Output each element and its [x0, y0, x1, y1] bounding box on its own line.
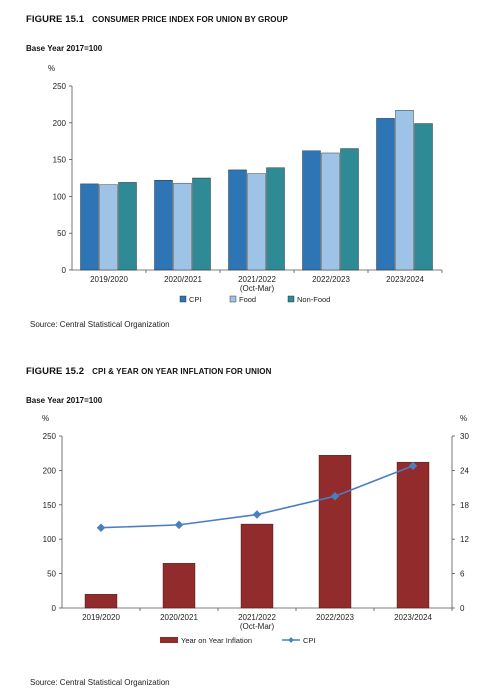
figure-2-base-year: Base Year 2017=100	[26, 396, 103, 405]
bar-food-0	[99, 184, 118, 271]
y-tick-label-100: 100	[53, 192, 67, 201]
figure-2-chart: % % 0 50 100 150 200 250 0 6 12 18 24 30 2019/2020 20…	[42, 414, 469, 645]
figure-1-base-year: Base Year 2017=100	[26, 44, 103, 53]
bar-non-food-1	[192, 177, 211, 271]
bar-food-3	[321, 152, 340, 271]
figure-1-chart: % 0 50 100 150 200 250 2019/2020 2020/2021 2021/…	[48, 64, 443, 304]
bar-food-2	[247, 173, 266, 271]
y-left-tick-label-100: 100	[43, 535, 57, 544]
figure-2-number: FIGURE 15.2	[26, 366, 85, 377]
y-right-tick-label-12: 12	[460, 535, 469, 544]
legend-swatch-non-food	[287, 295, 295, 303]
bar-non-food-3	[340, 148, 359, 271]
bar-food-1	[173, 182, 192, 271]
legend-swatch-cpi	[179, 295, 187, 303]
y-right-tick-label-18: 18	[460, 501, 469, 510]
x-tick-label-2: 2021/2022 (Oct-Mar)	[238, 613, 276, 631]
figure-1-source: Source: Central Statistical Organization	[30, 320, 170, 329]
y-tick-label-250: 250	[53, 82, 67, 91]
legend-label-cpi: CPI	[303, 636, 316, 645]
figure-1-title-text: CONSUMER PRICE INDEX FOR UNION BY GROUP	[92, 15, 288, 24]
legend-label-year-on-year-inflation: Year on Year Inflation	[181, 636, 252, 645]
point-cpi-2	[252, 510, 262, 519]
figure-2-source: Source: Central Statistical Organization	[30, 678, 170, 687]
bar-year-on-year-inflation-1	[162, 563, 196, 609]
bar-year-on-year-inflation-3	[318, 455, 352, 609]
bar-cpi-2	[228, 169, 247, 271]
point-cpi-4	[408, 461, 418, 471]
point-cpi-0	[96, 523, 106, 532]
figure-2-y-unit-left: %	[42, 414, 49, 423]
figure-1-number: FIGURE 15.1	[26, 14, 85, 25]
figure-1-title: FIGURE 15.1 CONSUMER PRICE INDEX FOR UNIO…	[26, 14, 288, 25]
bar-year-on-year-inflation-2	[240, 523, 274, 609]
figure-2-title: FIGURE 15.2 CPI & YEAR ON YEAR INFLATION …	[26, 366, 272, 377]
y-left-tick-label-50: 50	[47, 570, 56, 579]
y-right-tick-label-6: 6	[460, 570, 465, 579]
x-tick-label-3: 2022/2023	[316, 613, 354, 622]
y-tick-label-200: 200	[53, 119, 67, 128]
bar-cpi-0	[80, 183, 99, 271]
x-tick-label-4: 2023/2024	[386, 275, 424, 284]
y-right-tick-label-24: 24	[460, 466, 469, 475]
figure-1-y-unit: %	[48, 64, 55, 73]
x-tick-label-2: 2021/2022 (Oct-Mar)	[238, 275, 276, 293]
x-tick-label-1: 2020/2021	[164, 275, 202, 284]
legend-label-food: Food	[239, 295, 256, 304]
bar-cpi-4	[376, 118, 395, 271]
bar-non-food-4	[414, 123, 433, 271]
legend-swatch-food	[229, 295, 237, 303]
y-tick-label-50: 50	[57, 229, 66, 238]
figure-2-title-text: CPI & YEAR ON YEAR INFLATION FOR UNION	[92, 367, 272, 376]
legend-marker-cpi	[288, 637, 294, 643]
y-right-tick-label-0: 0	[460, 604, 465, 613]
bar-non-food-0	[118, 182, 137, 271]
legend-label-non-food: Non-Food	[297, 295, 330, 304]
legend-label-cpi: CPI	[189, 295, 202, 304]
y-left-tick-label-150: 150	[43, 501, 57, 510]
x-tick-label-0: 2019/2020	[90, 275, 128, 284]
bar-cpi-3	[302, 150, 321, 271]
y-left-tick-label-250: 250	[43, 432, 57, 441]
y-tick-label-150: 150	[53, 156, 67, 165]
x-tick-label-0: 2019/2020	[82, 613, 120, 622]
bar-cpi-1	[154, 180, 173, 271]
y-left-tick-label-0: 0	[52, 604, 57, 613]
figure-2-y-unit-right: %	[460, 414, 467, 423]
x-tick-label-3: 2022/2023	[312, 275, 350, 284]
x-tick-label-1: 2020/2021	[160, 613, 198, 622]
bar-year-on-year-inflation-4	[396, 461, 430, 609]
bar-food-4	[395, 110, 414, 271]
y-tick-label-0: 0	[62, 266, 67, 275]
y-left-tick-label-200: 200	[43, 466, 57, 475]
bar-non-food-2	[266, 167, 285, 271]
point-cpi-3	[330, 491, 340, 501]
point-cpi-1	[174, 520, 184, 530]
bar-year-on-year-inflation-0	[84, 594, 118, 609]
legend-swatch-year-on-year-inflation	[160, 637, 178, 643]
x-tick-label-4: 2023/2024	[394, 613, 432, 622]
y-right-tick-label-30: 30	[460, 432, 469, 441]
